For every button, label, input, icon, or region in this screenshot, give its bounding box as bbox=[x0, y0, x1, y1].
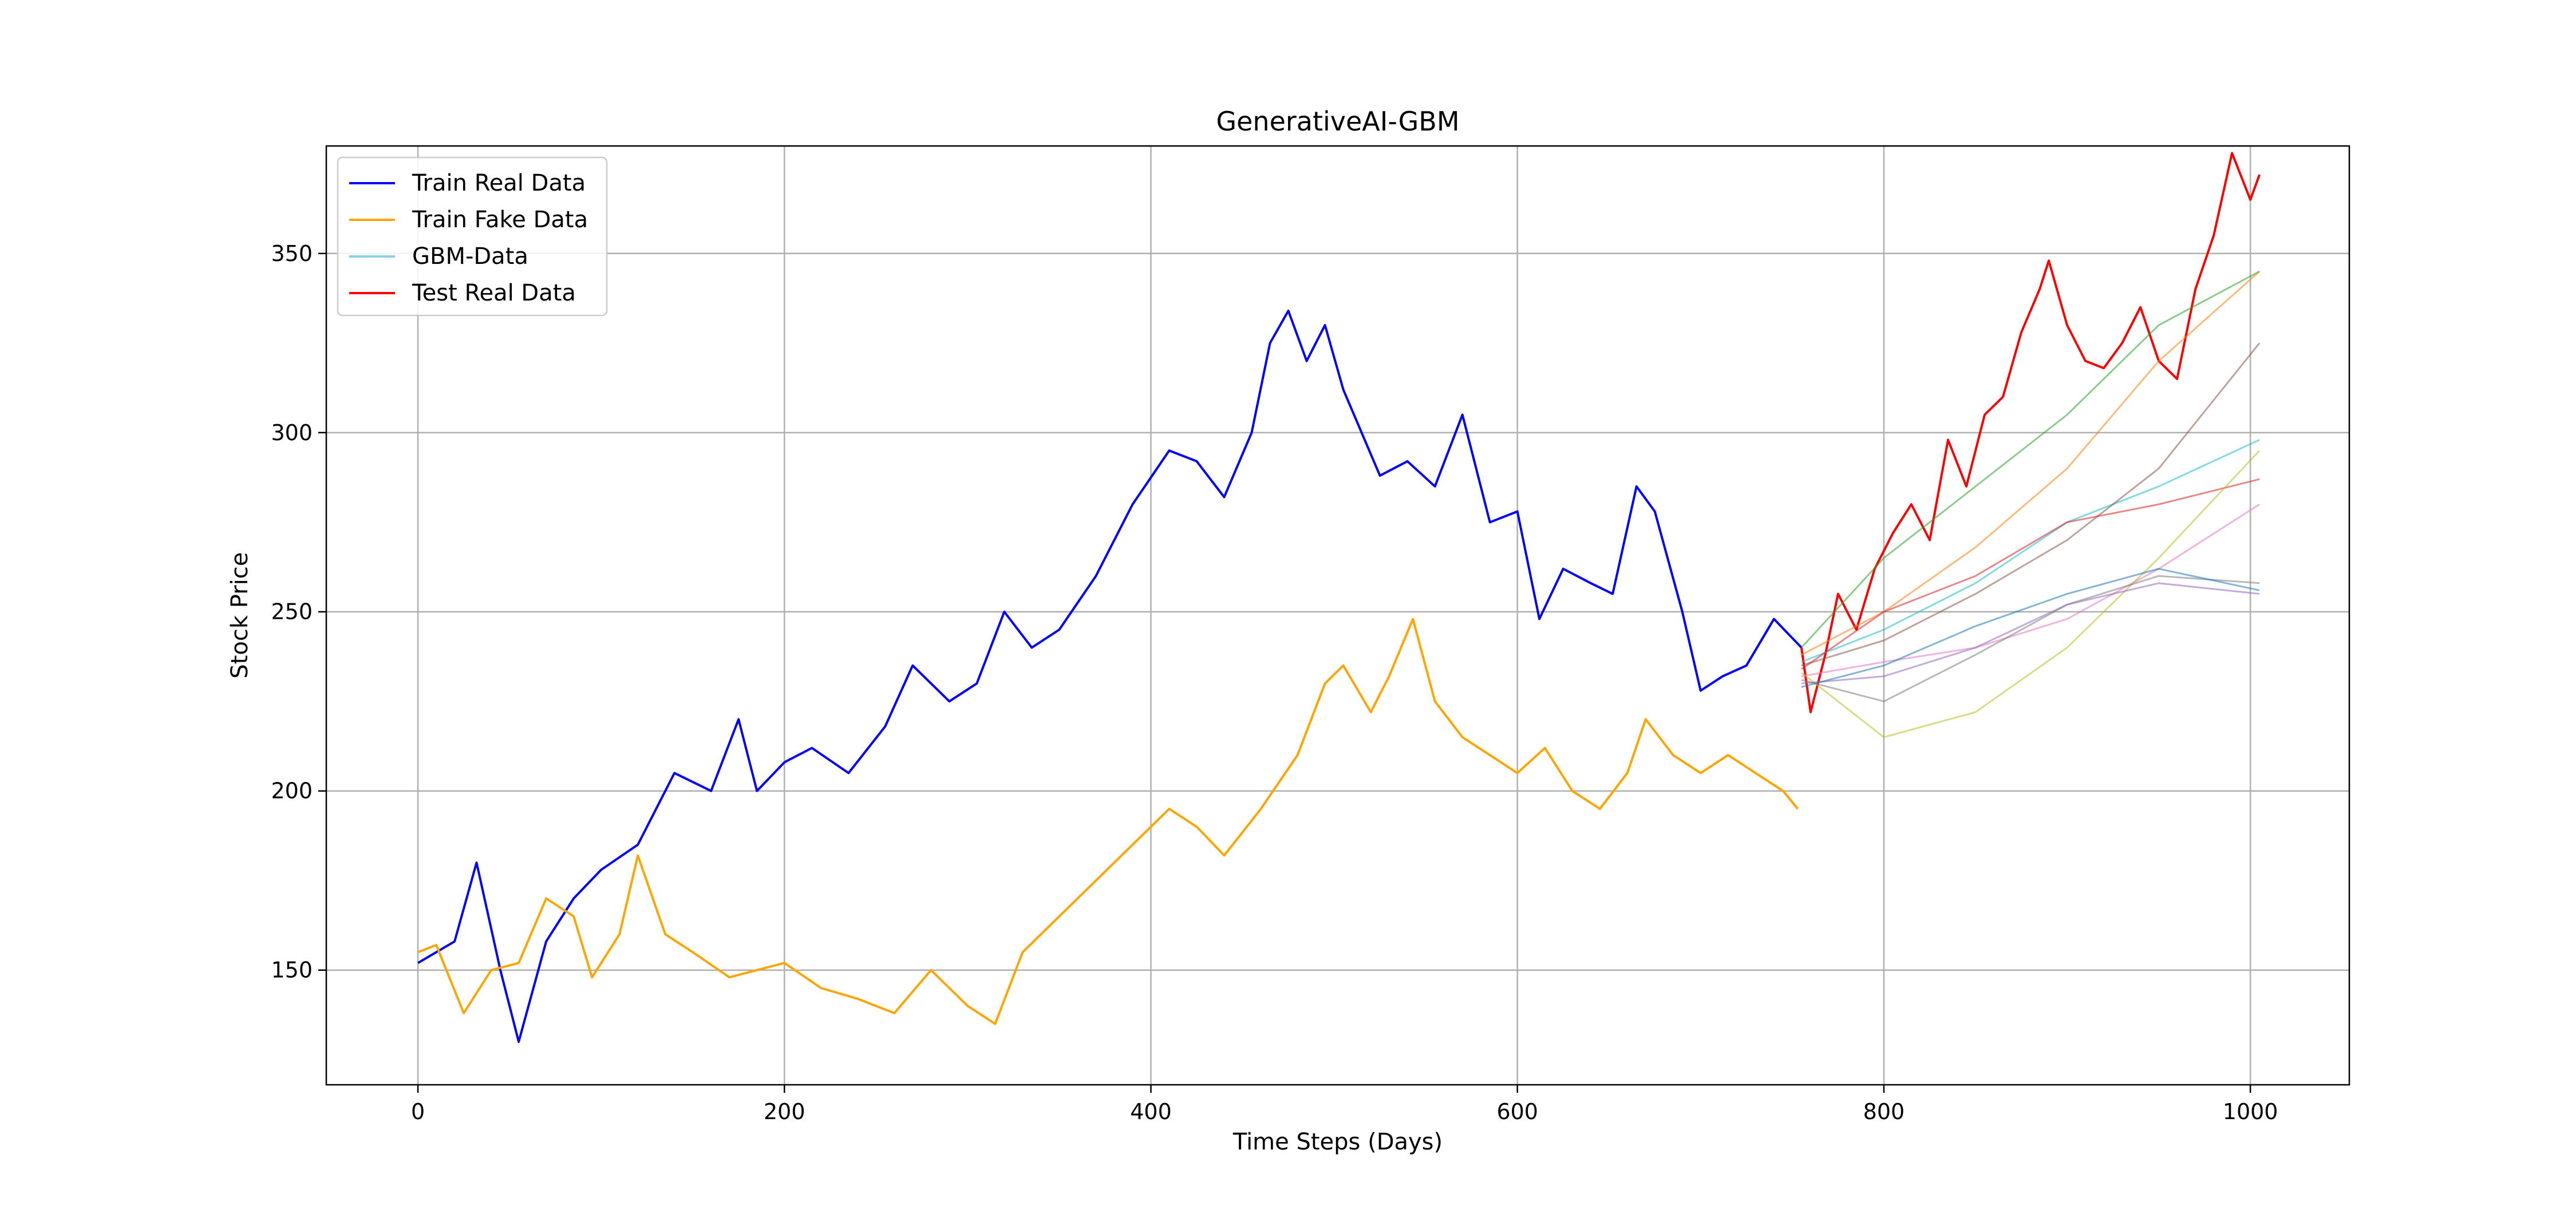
legend-box bbox=[337, 156, 608, 317]
legend-entry-label: Test Real Data bbox=[412, 280, 576, 306]
series-line-test-real-data bbox=[1800, 152, 2261, 713]
y-axis-label: Stock Price bbox=[227, 552, 253, 679]
plot-frame bbox=[325, 145, 2350, 1086]
series-line-gbm-data-2 bbox=[1801, 270, 2261, 656]
legend-entry-label: Train Real Data bbox=[412, 170, 586, 196]
series-line-gbm-data-10 bbox=[1801, 568, 2260, 688]
x-tick-label: 600 bbox=[1496, 1099, 1538, 1124]
series-line-gbm-data-6 bbox=[1800, 450, 2261, 738]
y-tick-label: 200 bbox=[271, 779, 313, 804]
chart-title: GenerativeAI-GBM bbox=[1216, 106, 1459, 137]
legend-entry-label: Train Fake Data bbox=[412, 207, 588, 233]
legend-entry-label: GBM-Data bbox=[412, 243, 528, 270]
grid bbox=[326, 146, 2349, 1085]
series-line-gbm-data-4 bbox=[1801, 342, 2261, 667]
y-tick-label: 250 bbox=[271, 599, 313, 625]
series-line-gbm-data-1 bbox=[1800, 270, 2260, 649]
series-line-gbm-data-7 bbox=[1801, 503, 2260, 677]
x-tick-label: 800 bbox=[1863, 1099, 1905, 1124]
y-tick-label: 300 bbox=[271, 420, 313, 445]
series-line-gbm-data-9 bbox=[1801, 582, 2260, 685]
series-line-gbm-data-5 bbox=[1801, 478, 2260, 670]
series-line-gbm-data-8 bbox=[1801, 575, 2260, 702]
series-lines bbox=[417, 152, 2261, 1043]
y-tick-label: 350 bbox=[271, 241, 313, 266]
legend: Train Real Data Train Fake Data GBM-Data Te… bbox=[337, 156, 608, 317]
x-tick-label: 1000 bbox=[2223, 1099, 2278, 1124]
series-line-train-fake-data bbox=[417, 618, 1799, 1025]
x-tick-label: 0 bbox=[411, 1099, 425, 1124]
x-tick-label: 200 bbox=[764, 1099, 805, 1124]
x-axis-label: Time Steps (Days) bbox=[1232, 1129, 1443, 1155]
series-line-train-real-data bbox=[417, 309, 1803, 1043]
axis-ticks: 0 200 400 600 800 1000 150 200 250 300 350 bbox=[271, 241, 2278, 1124]
y-tick-label: 150 bbox=[271, 958, 313, 983]
x-tick-label: 400 bbox=[1130, 1099, 1172, 1124]
series-line-gbm-data-3 bbox=[1801, 438, 2260, 663]
